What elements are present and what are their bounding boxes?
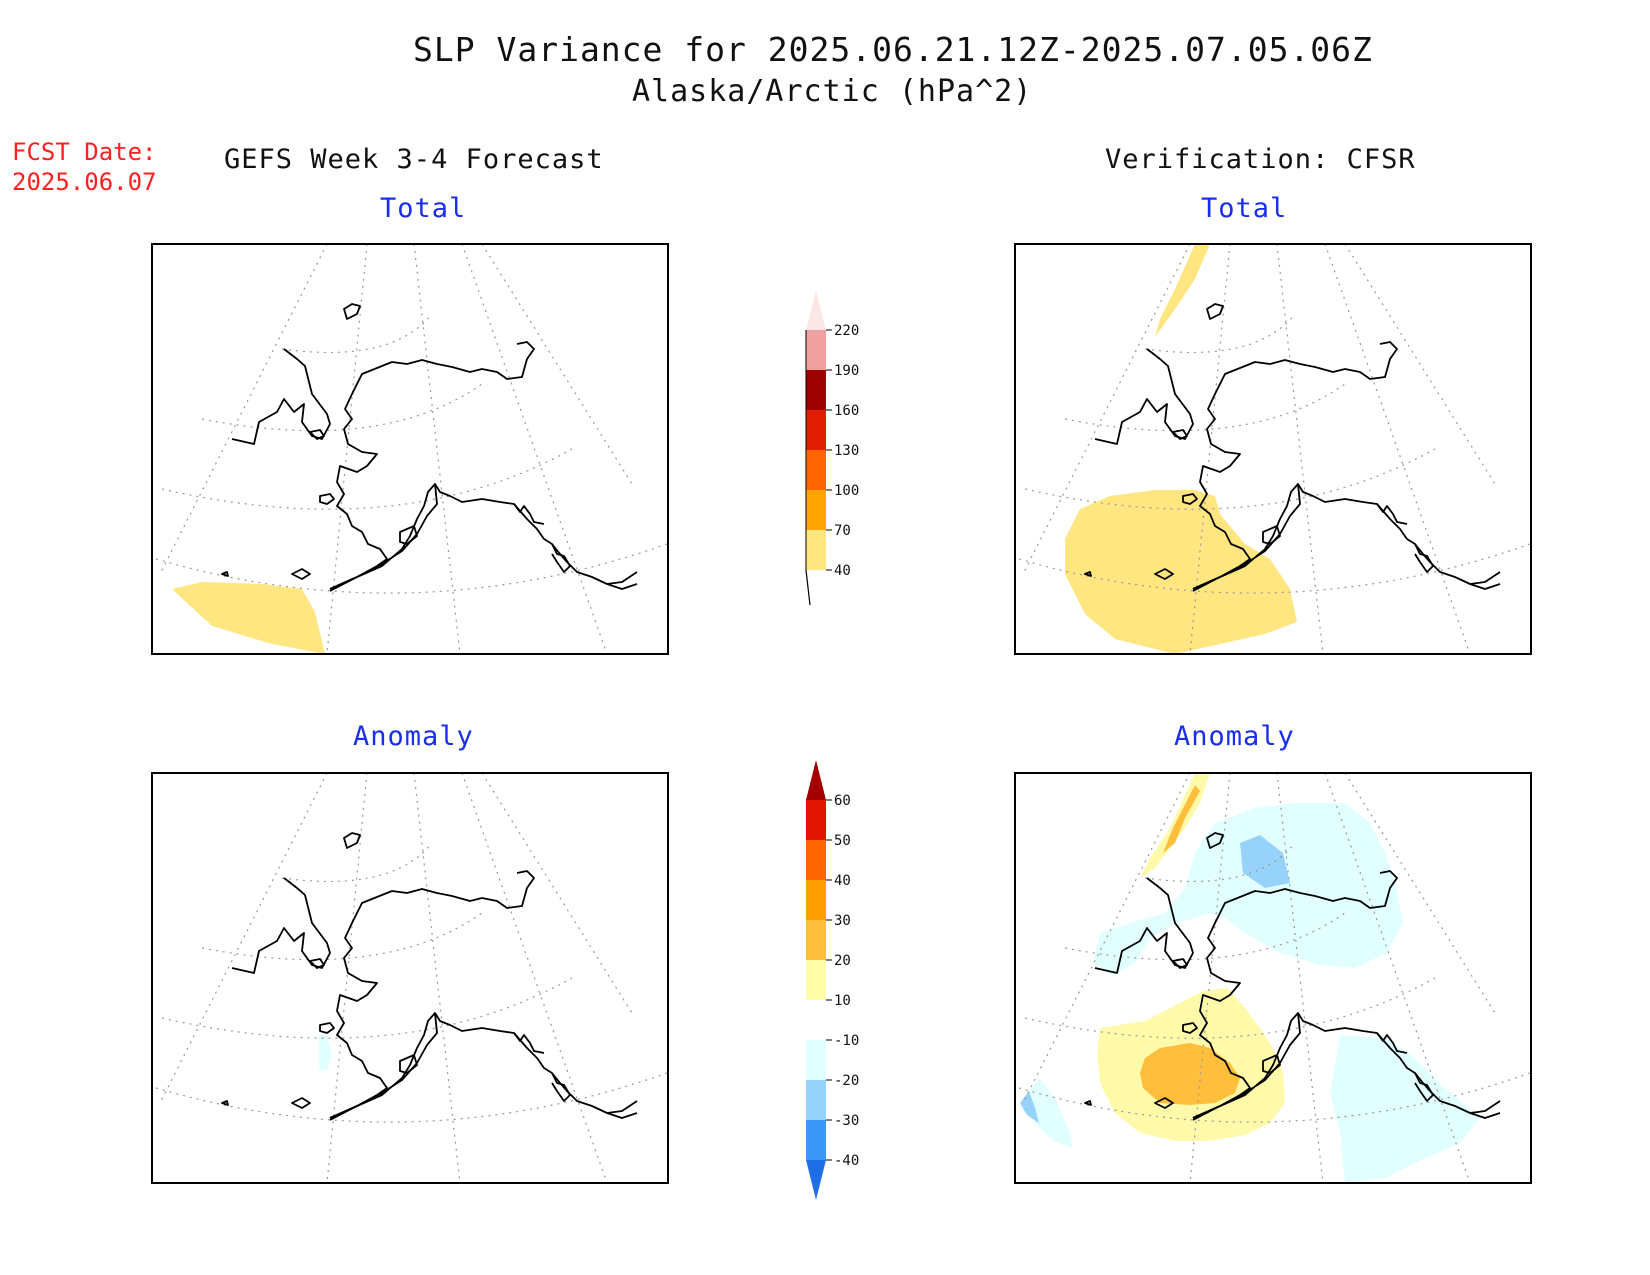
fcst-date-value: 2025.06.07	[12, 168, 157, 196]
total-colorbar-label: 220	[834, 323, 859, 339]
total-colorbar-bin	[806, 370, 826, 410]
forecast-column-title: GEFS Week 3-4 Forecast	[224, 144, 604, 175]
anomaly-negative-arctic	[1093, 803, 1403, 976]
anomaly-colorbar-bin	[806, 880, 826, 920]
total-colorbar-lower-tail	[805, 569, 811, 606]
fcst-date-label: FCST Date:	[12, 138, 157, 166]
total-colorbar-label: 100	[834, 483, 859, 499]
total-colorbar-bin	[806, 450, 826, 490]
verification-column-title: Verification: CFSR	[1105, 144, 1416, 175]
anomaly-negative-arctic-core	[1240, 835, 1290, 888]
verification-total-map	[1014, 243, 1532, 655]
forecast-total-map	[151, 243, 669, 655]
forecast-anomaly-title: Anomaly	[353, 721, 474, 752]
verification-total-shade-bering	[1065, 490, 1297, 654]
anomaly-colorbar-label: 50	[834, 833, 851, 849]
anomaly-colorbar-label: -20	[834, 1073, 859, 1089]
anomaly-colorbar-bin	[806, 960, 826, 1000]
forecast-total-shade-40-70	[172, 582, 325, 654]
anomaly-colorbar-bin	[806, 1120, 826, 1160]
total-colorbar-bin	[806, 490, 826, 530]
total-colorbar-top-triangle	[806, 290, 826, 330]
total-colorbar-label: 190	[834, 363, 859, 379]
anomaly-colorbar-label: -30	[834, 1113, 859, 1129]
verification-total-shade-arctic	[1155, 244, 1210, 337]
anomaly-colorbar-bin	[806, 1040, 826, 1080]
total-colorbar-bin	[806, 330, 826, 370]
figure-title: SLP Variance for 2025.06.21.12Z-2025.07.…	[413, 30, 1373, 69]
total-colorbar-bin	[806, 410, 826, 450]
total-colorbar: 40 70 100 130 160 190 220	[805, 290, 859, 606]
anomaly-colorbar-label: 60	[834, 793, 851, 809]
anomaly-positive-arctic-core	[1163, 785, 1200, 853]
anomaly-colorbar-bin	[806, 1000, 826, 1040]
anomaly-colorbar-label: 20	[834, 953, 851, 969]
anomaly-colorbar: -40 -30 -20 -10 10 20 30 40 50 60	[806, 760, 859, 1200]
total-colorbar-label: 40	[834, 563, 851, 579]
anomaly-colorbar-bin	[806, 800, 826, 840]
anomaly-colorbar-label: 40	[834, 873, 851, 889]
forecast-total-title: Total	[380, 193, 467, 224]
verification-total-title: Total	[1201, 193, 1288, 224]
anomaly-colorbar-bottom-triangle	[806, 1160, 826, 1200]
verification-anomaly-title: Anomaly	[1174, 721, 1295, 752]
forecast-anomaly-map	[151, 772, 669, 1184]
total-colorbar-label: 70	[834, 523, 851, 539]
anomaly-positive-bering-core	[1140, 1043, 1240, 1105]
anomaly-colorbar-top-triangle	[806, 760, 826, 800]
anomaly-colorbar-label: -10	[834, 1033, 859, 1049]
anomaly-colorbar-bin	[806, 1080, 826, 1120]
total-colorbar-label: 160	[834, 403, 859, 419]
anomaly-colorbar-label: 10	[834, 993, 851, 1009]
figure-subtitle: Alaska/Arctic (hPa^2)	[632, 74, 1033, 109]
anomaly-colorbar-bin	[806, 840, 826, 880]
forecast-anomaly-shade-m10-m20	[319, 1035, 332, 1071]
verification-anomaly-map	[1014, 772, 1532, 1184]
anomaly-colorbar-label: -40	[834, 1153, 859, 1169]
anomaly-colorbar-label: 30	[834, 913, 851, 929]
total-colorbar-label: 130	[834, 443, 859, 459]
total-colorbar-bin	[806, 530, 826, 570]
anomaly-negative-west	[1020, 1078, 1073, 1148]
anomaly-colorbar-bin	[806, 920, 826, 960]
anomaly-negative-gulf	[1330, 1035, 1480, 1183]
